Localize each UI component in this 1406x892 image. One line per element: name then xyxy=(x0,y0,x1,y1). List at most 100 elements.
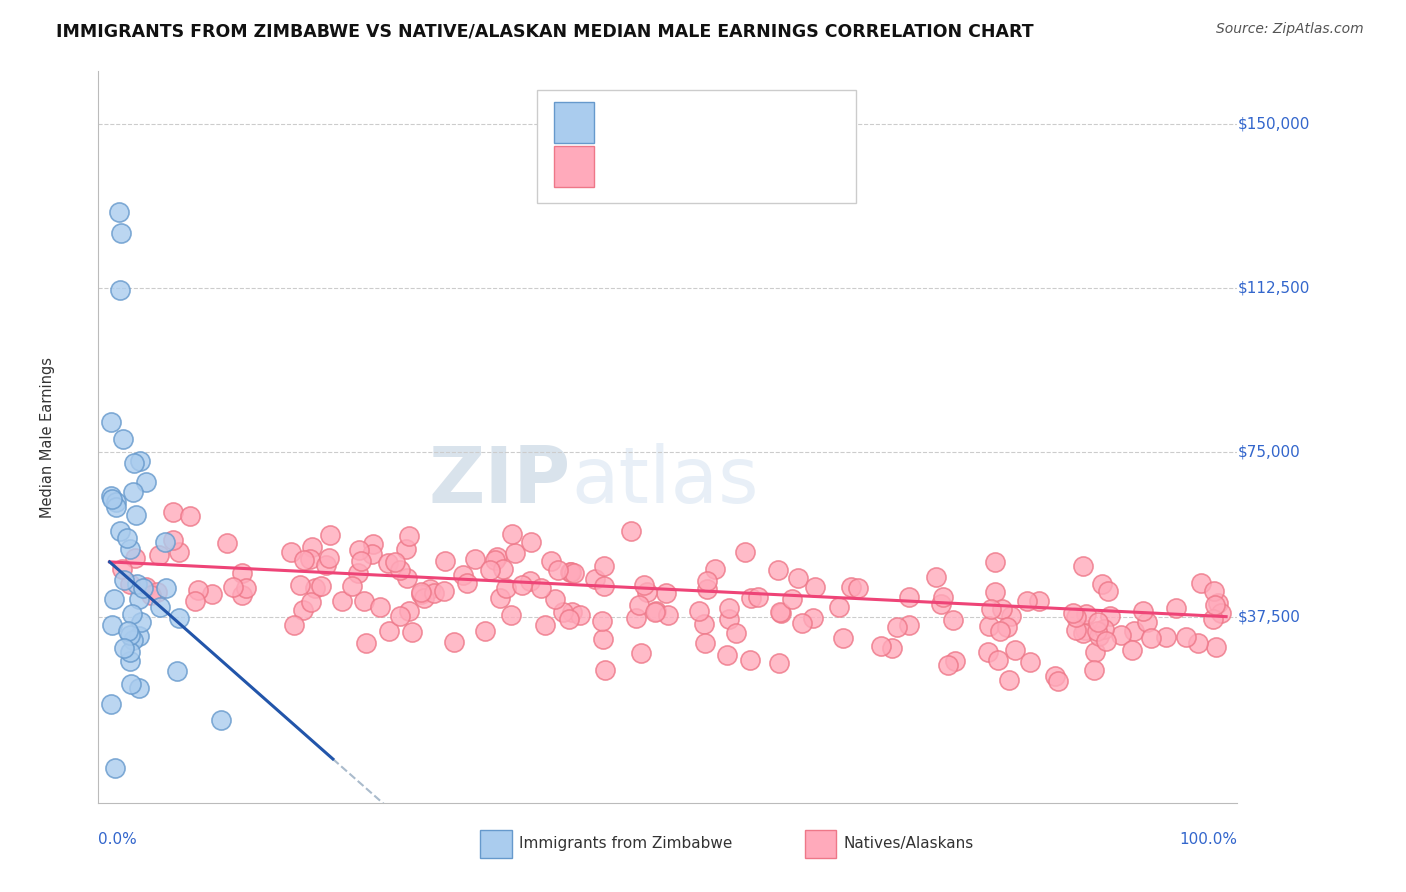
Point xyxy=(988,624,1011,638)
Point xyxy=(1202,612,1225,626)
Point xyxy=(1046,673,1069,688)
Point xyxy=(768,657,790,671)
Point xyxy=(401,625,423,640)
Point xyxy=(558,565,581,579)
Point xyxy=(125,508,148,522)
Point xyxy=(936,657,959,672)
Point xyxy=(768,563,790,577)
Point xyxy=(1083,663,1105,677)
Point xyxy=(122,632,145,647)
Point xyxy=(540,554,562,568)
Point xyxy=(1074,624,1097,638)
Point xyxy=(356,636,378,650)
Point xyxy=(105,494,128,508)
Point xyxy=(984,555,1007,569)
Point xyxy=(1204,584,1226,599)
Point xyxy=(201,586,224,600)
Point xyxy=(636,584,658,599)
Point xyxy=(350,554,373,568)
Point xyxy=(780,592,803,607)
Point xyxy=(997,620,1019,634)
Point xyxy=(1071,558,1094,573)
Point xyxy=(801,611,824,625)
Point xyxy=(443,635,465,649)
Point xyxy=(492,562,515,576)
Point xyxy=(1187,636,1209,650)
Point xyxy=(593,663,616,677)
Point xyxy=(111,432,134,446)
Point xyxy=(1019,655,1042,669)
Text: Source: ZipAtlas.com: Source: ZipAtlas.com xyxy=(1216,22,1364,37)
Point xyxy=(592,632,614,646)
Point xyxy=(841,580,863,594)
Point xyxy=(1189,576,1212,591)
Point xyxy=(942,614,965,628)
Point xyxy=(977,645,1000,659)
Point xyxy=(898,618,921,632)
Point xyxy=(167,611,190,625)
Point xyxy=(624,610,647,624)
Point xyxy=(1206,596,1229,610)
Point xyxy=(141,589,163,603)
Point xyxy=(107,204,129,219)
Point xyxy=(135,580,157,594)
Point xyxy=(347,543,370,558)
Point xyxy=(1015,593,1038,607)
Point xyxy=(1088,629,1111,643)
Text: N =: N = xyxy=(731,158,768,176)
Point xyxy=(409,585,432,599)
Text: Natives/Alaskans: Natives/Alaskans xyxy=(844,837,973,851)
Point xyxy=(184,594,207,608)
Point xyxy=(162,533,184,547)
Point xyxy=(484,553,506,567)
Point xyxy=(925,570,948,584)
Point xyxy=(886,620,908,634)
Text: atlas: atlas xyxy=(571,443,759,519)
Point xyxy=(456,576,478,591)
Point xyxy=(1000,609,1022,624)
Point xyxy=(560,566,582,580)
Point xyxy=(318,550,340,565)
Point xyxy=(342,579,364,593)
Point xyxy=(388,563,411,577)
Point xyxy=(101,492,124,507)
Point xyxy=(330,594,353,608)
Point xyxy=(124,550,146,565)
Point xyxy=(479,563,502,577)
Point xyxy=(389,608,412,623)
Point xyxy=(740,591,762,605)
Point xyxy=(1095,633,1118,648)
Point xyxy=(120,654,142,668)
Point xyxy=(499,607,522,622)
Point xyxy=(377,556,399,570)
Point xyxy=(231,566,253,580)
Point xyxy=(149,599,172,614)
Point xyxy=(718,600,741,615)
Point xyxy=(162,505,184,519)
Point xyxy=(932,590,955,604)
Point xyxy=(991,601,1014,615)
Point xyxy=(1204,598,1226,612)
Point xyxy=(734,545,756,559)
Point xyxy=(135,475,157,489)
Point xyxy=(501,527,523,541)
Point xyxy=(1097,584,1119,599)
Text: 100.0%: 100.0% xyxy=(1180,832,1237,847)
Point xyxy=(790,616,813,631)
Text: 42: 42 xyxy=(779,113,801,131)
Point xyxy=(718,612,741,626)
Text: $75,000: $75,000 xyxy=(1237,445,1301,460)
Point xyxy=(593,559,616,574)
Point xyxy=(100,618,122,632)
Point xyxy=(1164,600,1187,615)
Point xyxy=(288,578,311,592)
Point xyxy=(1084,645,1107,659)
Point xyxy=(980,602,1002,616)
Point xyxy=(1209,607,1232,621)
Point xyxy=(231,588,253,602)
Point xyxy=(520,535,543,549)
Point xyxy=(553,605,575,619)
Point xyxy=(120,542,142,557)
FancyBboxPatch shape xyxy=(479,830,512,858)
Point xyxy=(495,582,517,596)
